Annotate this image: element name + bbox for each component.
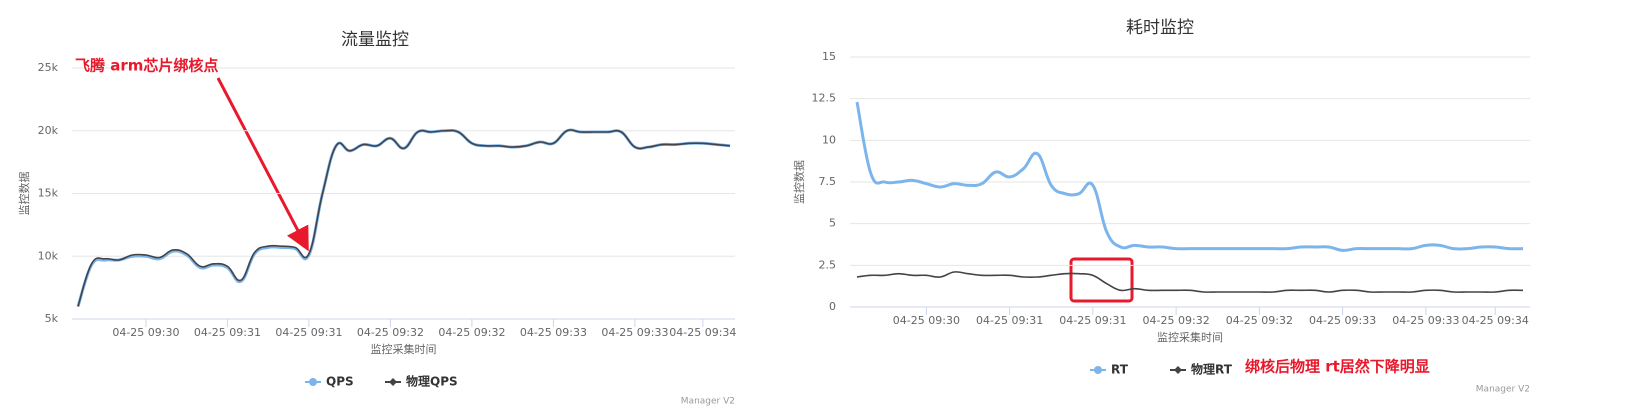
y-tick-label: 10k <box>38 249 59 262</box>
credit: Manager V2 <box>681 397 735 407</box>
y-tick-label: 15k <box>38 187 59 200</box>
y-axis-title: 监控数据 <box>17 172 31 216</box>
x-tick-label: 04-25 09:31 <box>275 326 342 339</box>
x-tick-label: 04-25 09:31 <box>976 314 1043 327</box>
y-tick-label: 7.5 <box>819 175 837 188</box>
x-tick-label: 04-25 09:32 <box>1143 314 1210 327</box>
legend-marker <box>1094 366 1102 374</box>
chart-title: 流量监控 <box>341 30 409 50</box>
x-tick-label: 04-25 09:34 <box>1462 314 1529 327</box>
x-tick-label: 04-25 09:30 <box>112 326 179 339</box>
y-tick-label: 5 <box>829 217 836 230</box>
legend-label: QPS <box>326 375 354 389</box>
chart-title: 耗时监控 <box>1126 18 1194 38</box>
annotation: 绑核后物理 rt居然下降明显 <box>1245 358 1430 376</box>
y-tick-label: 25k <box>38 61 59 74</box>
series-line <box>76 128 731 307</box>
y-tick-label: 12.5 <box>812 92 837 105</box>
annotation-box <box>1069 257 1134 303</box>
x-tick-label: 04-25 09:34 <box>669 326 736 339</box>
x-tick-label: 04-25 09:30 <box>893 314 960 327</box>
x-tick-label: 04-25 09:32 <box>1226 314 1293 327</box>
x-tick-label: 04-25 09:32 <box>357 326 424 339</box>
y-tick-label: 0 <box>829 300 836 313</box>
y-tick-label: 2.5 <box>819 258 837 271</box>
x-tick-label: 04-25 09:33 <box>520 326 587 339</box>
x-axis-title: 监控采集时间 <box>1157 330 1223 344</box>
series-line <box>855 101 1524 252</box>
legend-label: 物理RT <box>1191 362 1233 377</box>
y-tick-label: 20k <box>38 124 59 137</box>
annotation: 飞腾 arm芯片绑核点 <box>75 57 218 75</box>
legend-marker <box>389 378 397 386</box>
legend-label: RT <box>1111 363 1129 377</box>
x-tick-label: 04-25 09:32 <box>438 326 505 339</box>
y-tick-label: 5k <box>45 312 59 325</box>
y-axis-title: 监控数据 <box>792 160 806 204</box>
x-tick-label: 04-25 09:31 <box>194 326 261 339</box>
legend-marker <box>1174 366 1182 374</box>
x-tick-label: 04-25 09:33 <box>1309 314 1376 327</box>
series-line <box>856 271 1524 293</box>
legend-label: 物理QPS <box>406 374 458 389</box>
credit: Manager V2 <box>1476 385 1530 395</box>
x-tick-label: 04-25 09:33 <box>601 326 668 339</box>
x-tick-label: 04-25 09:31 <box>1059 314 1126 327</box>
series-line <box>77 129 731 307</box>
x-tick-label: 04-25 09:33 <box>1392 314 1459 327</box>
annotation-arrow <box>216 77 309 252</box>
y-tick-label: 10 <box>822 133 836 146</box>
y-tick-label: 15 <box>822 50 836 63</box>
legend-marker <box>309 378 317 386</box>
x-axis-title: 监控采集时间 <box>371 342 437 356</box>
